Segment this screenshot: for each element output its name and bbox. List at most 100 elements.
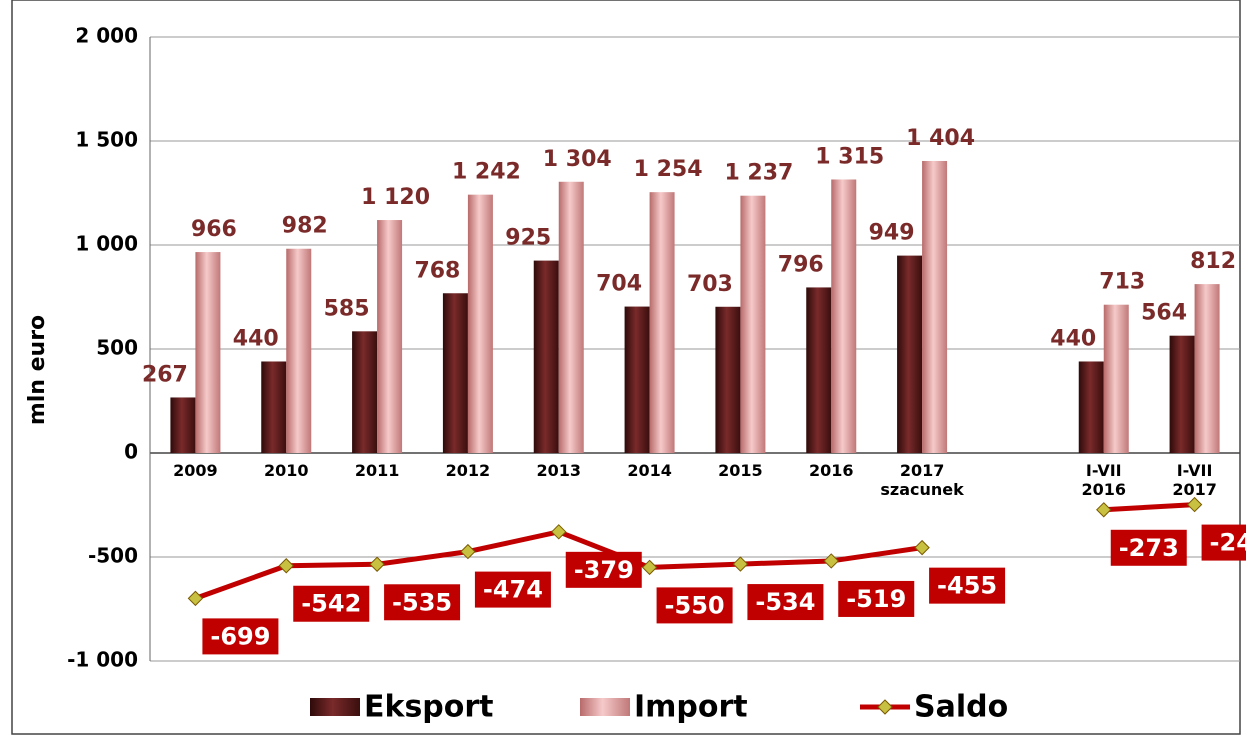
data-label: 768 <box>414 258 460 283</box>
data-label: 1 237 <box>724 161 793 186</box>
bar <box>442 293 468 453</box>
y-tick-label: -1 000 <box>67 648 138 672</box>
y-tick-label: 500 <box>96 336 138 360</box>
x-tick-label: I-VII 2016 <box>1081 461 1127 499</box>
data-label: -542 <box>301 590 361 618</box>
data-label: -699 <box>210 622 270 650</box>
data-label-box <box>384 584 461 621</box>
legend-marker <box>877 699 893 715</box>
x-tick-label-box: 2012 <box>446 461 491 480</box>
data-label: -248 <box>1210 529 1246 557</box>
marker <box>551 524 567 540</box>
data-label: -455 <box>937 572 997 600</box>
bar <box>1169 335 1195 453</box>
data-label: -273 <box>1119 534 1179 562</box>
x-tick-label-box: I-VII 2017 <box>1172 461 1217 499</box>
line <box>194 502 1195 601</box>
legend-swatch <box>310 698 360 716</box>
y-axis-label: mln euro <box>25 315 50 425</box>
data-label: 440 <box>1050 326 1096 351</box>
bar <box>467 194 493 453</box>
x-tick-label: I-VII 2017 <box>1172 461 1217 499</box>
x-tick-label: 2010 <box>263 461 309 480</box>
data-label: 1 242 <box>452 160 521 185</box>
data-label: 1 315 <box>815 144 884 169</box>
marker <box>460 543 476 560</box>
y-tick-label: 2 000 <box>75 24 138 48</box>
x-tick-label: 2009 <box>173 461 218 480</box>
bar <box>1078 361 1104 453</box>
x-tick-label: 2011 <box>354 461 400 480</box>
data-label-box <box>838 580 915 617</box>
x-tick-label-box: 2014 <box>627 461 672 480</box>
x-tick-label-box: 2010 <box>263 461 309 480</box>
data-label-box <box>1110 529 1187 566</box>
bar <box>558 181 584 453</box>
data-label: -379 <box>574 556 634 584</box>
marker <box>369 556 385 572</box>
data-label: 1 254 <box>634 157 703 182</box>
x-tick-label-box: 2009 <box>173 461 218 480</box>
frame <box>11 0 1241 735</box>
data-label-box <box>202 618 279 655</box>
data-label: -535 <box>392 588 452 616</box>
data-label: 925 <box>505 226 551 251</box>
x-tick-label-box: 2015 <box>718 461 763 480</box>
data-label: 966 <box>191 217 237 242</box>
bar <box>1194 284 1220 453</box>
data-label: -534 <box>755 588 815 616</box>
data-label-box <box>1201 524 1246 561</box>
x-tick-label-box: 2011 <box>354 461 400 480</box>
bar <box>806 287 832 453</box>
y-tick-label: -500 <box>88 544 138 568</box>
data-label: 1 304 <box>543 147 612 172</box>
x-tick-label-box: 2013 <box>536 461 581 480</box>
data-label: 440 <box>233 326 279 351</box>
data-label: 812 <box>1190 249 1236 274</box>
marker <box>914 539 930 556</box>
legend-label: Saldo <box>914 690 1008 725</box>
x-tick-label-box: 2017 szacunek <box>880 461 963 499</box>
y-tick-label: 0 <box>124 440 138 464</box>
bar <box>897 255 923 453</box>
data-label: 982 <box>282 214 328 239</box>
bar <box>624 306 650 453</box>
y-tick-label: 1 500 <box>75 128 138 152</box>
data-label: -519 <box>846 585 906 613</box>
data-label-box <box>656 587 733 624</box>
data-label: 1 404 <box>906 126 975 151</box>
x-tick-label-box: 2016 <box>809 461 854 480</box>
marker <box>823 553 839 569</box>
marker <box>1186 496 1203 513</box>
marker <box>1096 502 1112 518</box>
marker <box>187 590 204 607</box>
bar <box>649 192 675 453</box>
legend-swatch <box>580 698 630 716</box>
data-label: 796 <box>778 252 824 277</box>
bar <box>286 248 312 453</box>
bar <box>170 397 196 453</box>
bar <box>1103 304 1129 453</box>
x-tick-label-box: I-VII 2016 <box>1081 461 1127 499</box>
data-label: -474 <box>483 576 543 604</box>
bar <box>715 306 741 453</box>
marker <box>641 559 658 576</box>
y-tick-label: 1 000 <box>75 232 138 256</box>
bar <box>352 331 378 453</box>
bar <box>831 179 857 454</box>
legend-label: Import <box>634 690 748 725</box>
bar <box>261 361 287 453</box>
x-tick-label: 2015 <box>718 461 763 480</box>
data-label-box <box>293 585 370 622</box>
data-label-box <box>565 551 642 588</box>
data-label: 585 <box>324 296 370 321</box>
data-label: 1 120 <box>361 185 430 210</box>
data-label: 949 <box>869 221 915 246</box>
data-label: 713 <box>1099 270 1145 295</box>
data-label: 704 <box>596 272 642 297</box>
bar <box>922 160 948 453</box>
data-label-box <box>747 584 824 621</box>
bar <box>195 252 221 453</box>
data-label-box <box>929 567 1006 604</box>
